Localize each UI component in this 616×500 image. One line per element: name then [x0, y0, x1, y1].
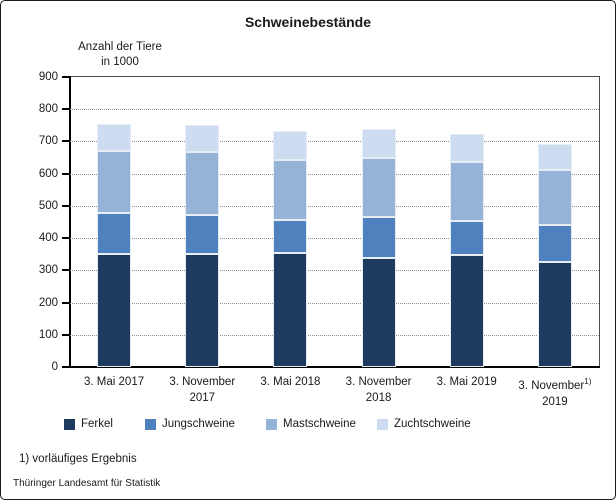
bar-segment-jungschweine [361, 217, 396, 259]
y-tick-label: 300 [38, 264, 58, 277]
x-axis-line [69, 366, 600, 368]
x-tick-label-line2: 2019 [542, 395, 568, 408]
legend-item-mastschweine: Mastschweine [266, 418, 356, 430]
y-tick [62, 237, 70, 240]
x-tick-label-line1: 3. Mai 2019 [436, 376, 497, 388]
bar-segment-ferkel [97, 254, 132, 367]
y-tick [62, 172, 70, 175]
stacked-bar [449, 134, 484, 367]
legend: Ferkel Jungschweine Mastschweine Zuchtsc… [1, 418, 615, 434]
stacked-bar [273, 131, 308, 367]
legend-item-zuchtschweine: Zuchtschweine [377, 418, 471, 430]
bar-segment-zuchtschweine [185, 124, 220, 152]
legend-label-jungschweine: Jungschweine [162, 418, 235, 430]
y-tick [62, 140, 70, 143]
x-tick-label-line2: 2018 [365, 392, 392, 404]
bar-segment-mastschweine [361, 157, 396, 218]
bar-segment-zuchtschweine [273, 131, 308, 161]
footnote-marker: 1) [584, 377, 592, 386]
bar-segment-jungschweine [537, 224, 572, 263]
bar-segment-jungschweine [97, 213, 132, 255]
bar-segment-jungschweine [449, 221, 484, 256]
y-tick [62, 204, 70, 207]
y-tick-label: 500 [38, 199, 58, 212]
y-axis-title-line1: Anzahl der Tiere [78, 41, 162, 53]
legend-swatch-zuchtschweine [377, 418, 388, 430]
x-tick-label-line1: 3. Mai 2018 [260, 376, 321, 388]
stacked-bar [185, 124, 220, 367]
y-axis-title: Anzahl der Tiere in 1000 [67, 40, 173, 70]
y-tick [62, 301, 70, 304]
legend-swatch-mastschweine [266, 418, 277, 430]
bar-segment-mastschweine [185, 151, 220, 215]
y-tick-label: 800 [38, 103, 58, 116]
y-tick [62, 108, 70, 111]
gridline [70, 270, 599, 272]
y-tick-label: 700 [38, 135, 58, 148]
bar-segment-ferkel [449, 255, 484, 367]
gridline [70, 334, 599, 336]
gridline [70, 109, 599, 111]
x-tick-label: 3. Mai 2018 [246, 374, 334, 390]
plot-area: 0 100 200 300 400 500 600 700 800 900 3. Mai 2017 3… [39, 71, 600, 408]
y-tick-label: 200 [38, 296, 58, 309]
legend-item-jungschweine: Jungschweine [145, 418, 235, 430]
stacked-bar [97, 123, 132, 367]
bar-segment-zuchtschweine [97, 123, 132, 152]
legend-swatch-ferkel [64, 418, 75, 430]
stacked-bar [361, 128, 396, 367]
legend-label-zuchtschweine: Zuchtschweine [394, 418, 471, 430]
y-axis-line [69, 76, 71, 368]
bar-segment-zuchtschweine [537, 144, 572, 171]
x-tick-label: 3. Mai 2019 [423, 374, 511, 390]
x-tick-label-line1: 3. November [345, 376, 412, 388]
bar-segment-zuchtschweine [449, 134, 484, 163]
gridline [70, 238, 599, 240]
bar-segment-jungschweine [273, 220, 308, 254]
y-tick [62, 333, 70, 336]
x-tick-label: 3. November1) 2019 [511, 374, 599, 410]
chart-title: Schweinebestände [244, 14, 372, 30]
y-axis-title-line2: in 1000 [101, 56, 139, 68]
x-tick-label-line2: 2017 [189, 392, 216, 404]
x-tick-label: 3. November 2017 [158, 374, 246, 406]
bar-segment-ferkel [361, 258, 396, 367]
x-tick-label-line1: 3. November [169, 376, 236, 388]
y-tick [62, 76, 70, 78]
y-tick-label: 900 [38, 71, 58, 83]
bar-segment-ferkel [185, 254, 220, 367]
x-tick-label: 3. November 2018 [335, 374, 423, 406]
legend-swatch-jungschweine [145, 418, 156, 430]
y-tick-label: 600 [38, 167, 58, 180]
gridline [70, 205, 599, 207]
y-tick-label: 100 [38, 328, 58, 341]
source-label: Thüringer Landesamt für Statistik [13, 478, 161, 489]
bar-segment-ferkel [537, 262, 572, 367]
y-tick-label: 0 [51, 361, 58, 373]
bar-segment-mastschweine [537, 170, 572, 225]
y-tick [62, 366, 70, 368]
legend-label-mastschweine: Mastschweine [283, 418, 356, 430]
x-tick-label: 3. Mai 2017 [70, 374, 158, 390]
stacked-bar [537, 144, 572, 367]
bar-segment-mastschweine [273, 160, 308, 221]
bar-segment-ferkel [273, 253, 308, 367]
gridline [70, 141, 599, 143]
gridline [70, 173, 599, 175]
x-tick-label-line1: 3. Mai 2017 [84, 376, 145, 388]
bar-segment-zuchtschweine [361, 128, 396, 158]
bar-segment-jungschweine [185, 214, 220, 255]
y-tick [62, 269, 70, 272]
footnote: 1) vorläufiges Ergebnis [19, 453, 137, 465]
legend-item-ferkel: Ferkel [64, 418, 113, 430]
bar-segment-mastschweine [97, 151, 132, 213]
y-tick-label: 400 [38, 232, 58, 245]
bar-segment-mastschweine [449, 162, 484, 222]
x-tick-label-line1: 3. November1) [518, 377, 592, 392]
legend-label-ferkel: Ferkel [81, 418, 113, 430]
gridline [70, 302, 599, 304]
